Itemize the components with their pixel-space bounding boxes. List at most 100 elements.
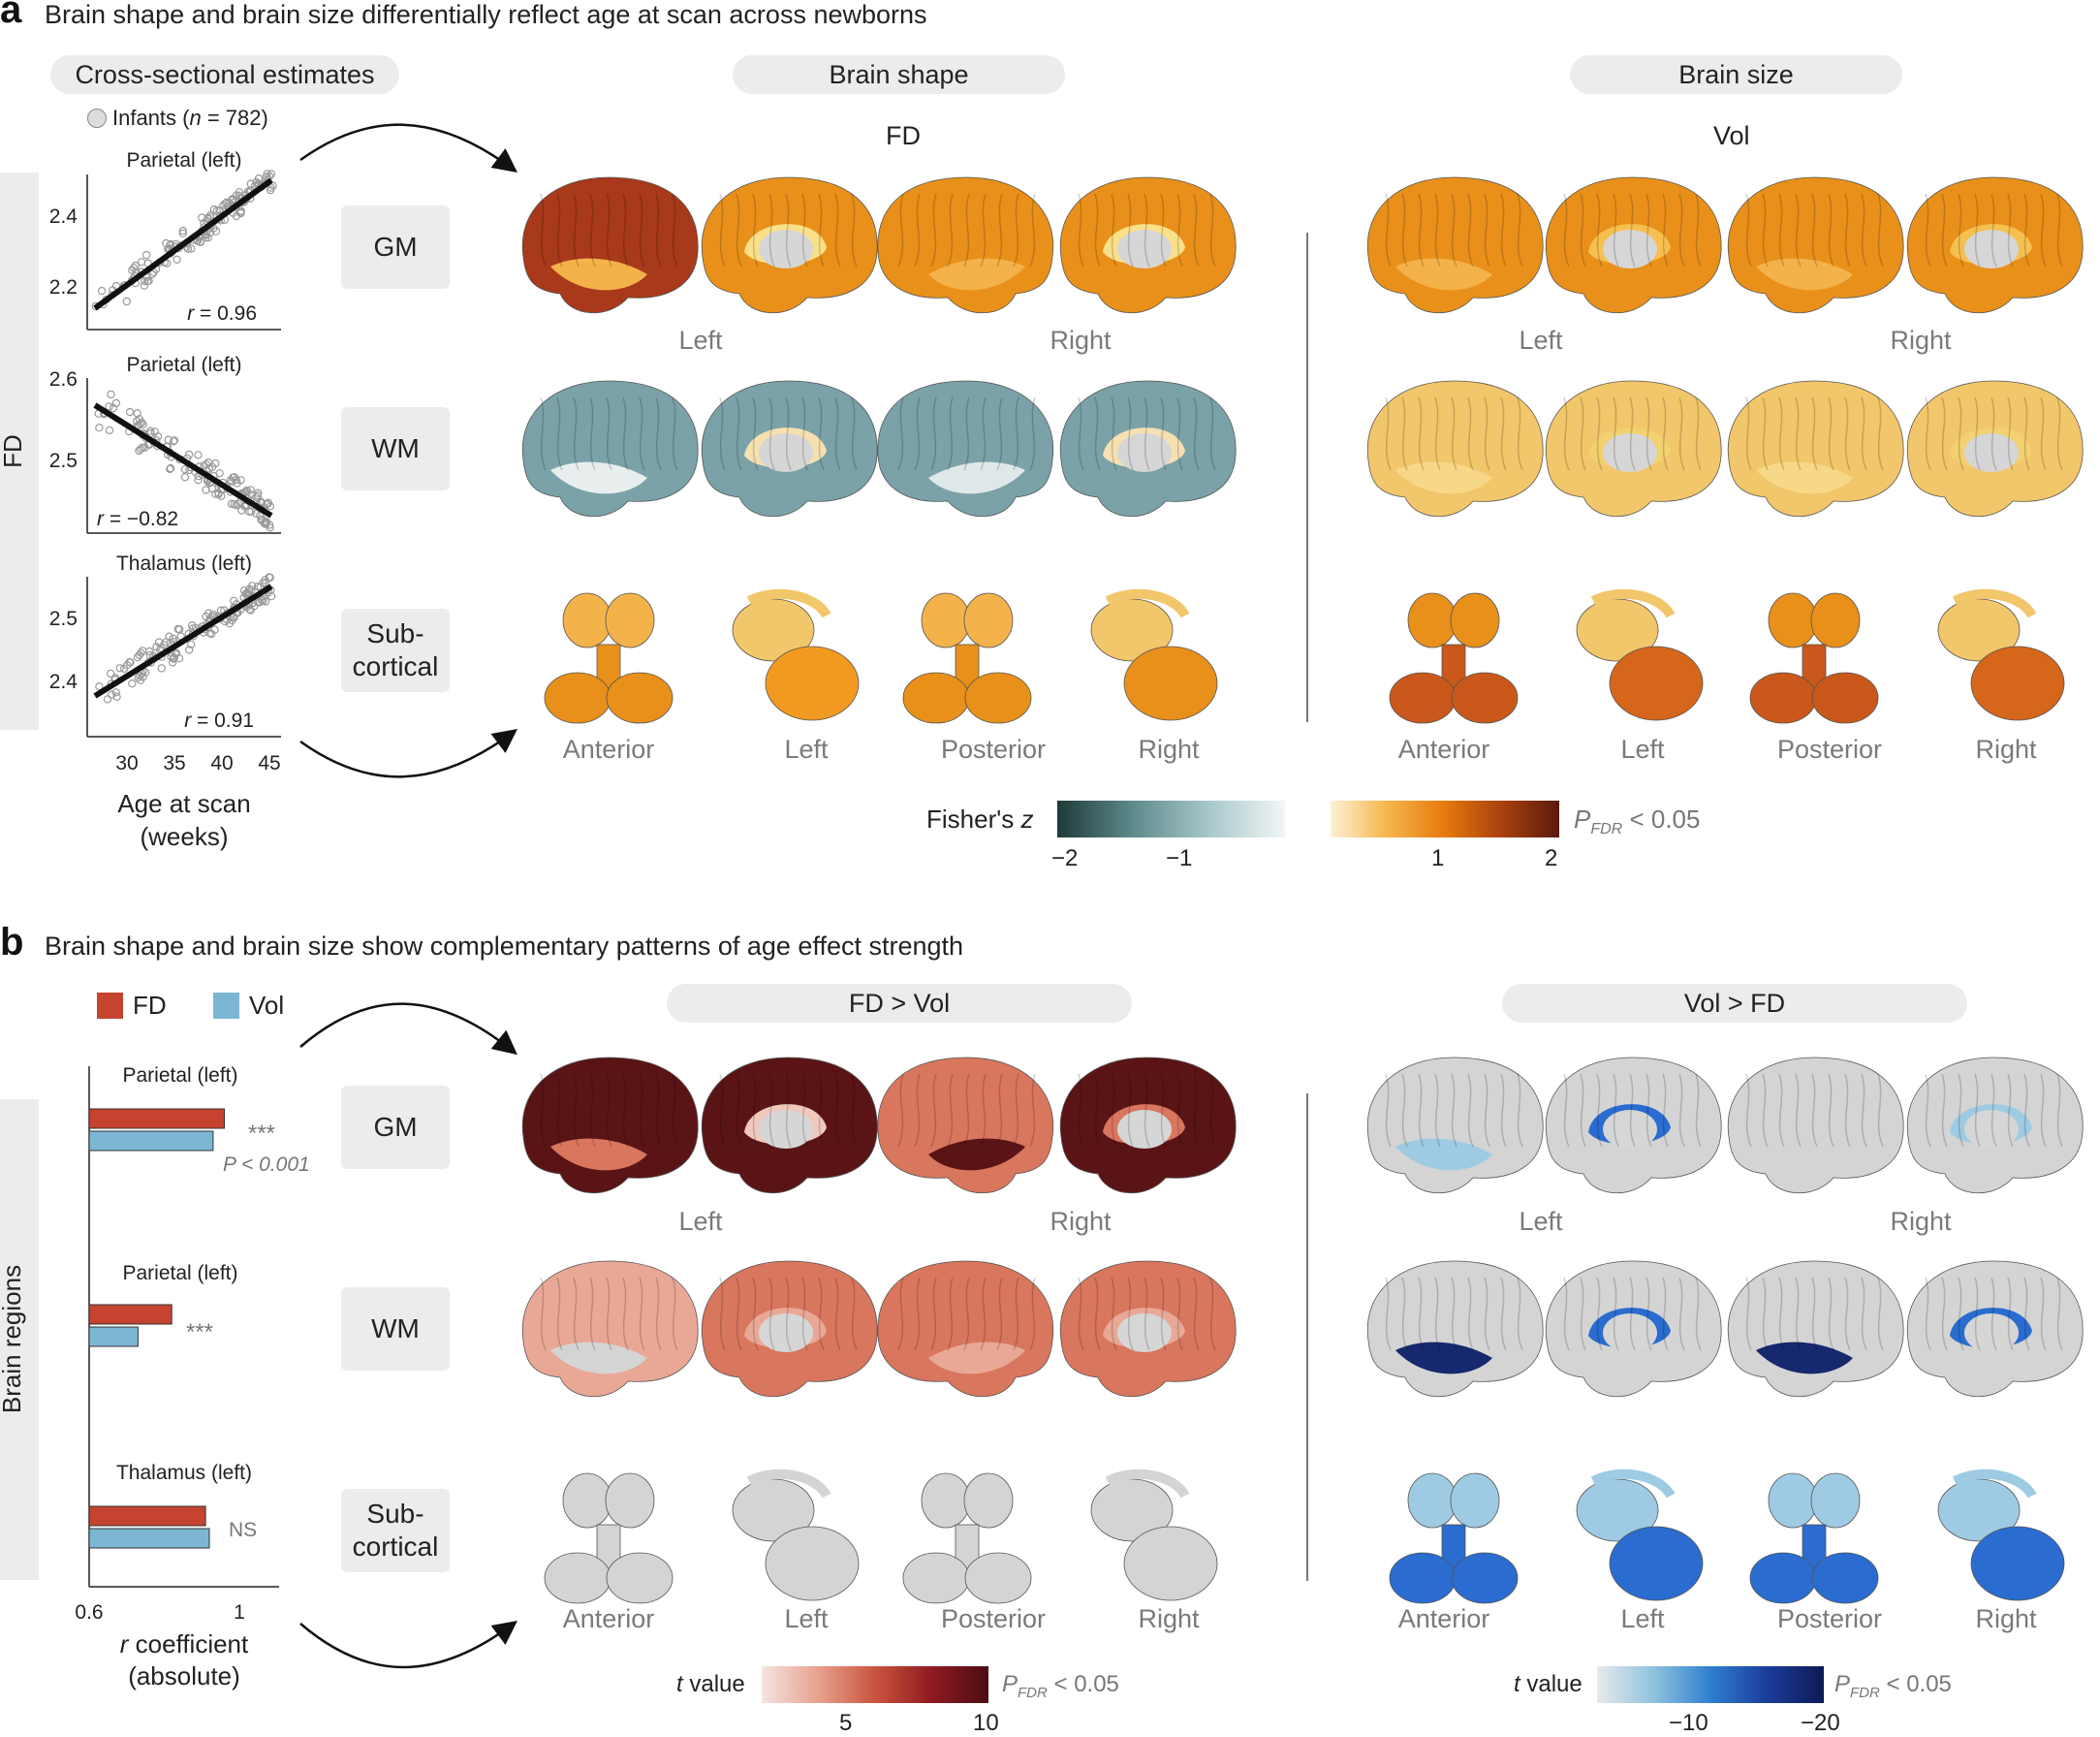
scatter-point [168,658,177,667]
scatter-point [198,213,206,222]
view-posterior-a2: Posterior [1776,735,1883,764]
scatter-point [252,177,261,187]
scatter-point [266,573,274,582]
scatter-point [133,409,141,418]
scatter-point [232,501,240,510]
view-left-b2: Left [1620,1604,1665,1633]
scatter-1-ytick: 2.2 [49,276,78,299]
view-right-b1: Right [1138,1604,1200,1633]
brain-surface-icon [1906,176,2084,314]
row-sub-label-b2: cortical [352,1532,439,1562]
scatter-point [150,427,160,436]
vol-bar [88,1326,139,1347]
brain-surface-icon [877,380,1054,518]
scatter-point [251,492,261,502]
subcortical-icon [1090,1469,1218,1601]
scatter-point [261,576,269,584]
scatter-2-ytick: 2.5 [49,450,78,472]
subcortical-icon [1937,1469,2065,1601]
panel-a-title: Brain shape and brain size differentiall… [45,0,927,29]
scatter-point [141,276,149,286]
scatter-point [253,582,263,591]
scatter-3-fit-line [93,584,273,699]
scatter-point [186,640,196,649]
brain-surface-icon [1366,1057,1544,1194]
scatter-point [166,463,175,473]
vol-bar [88,1528,210,1549]
subcortical-icon [544,1472,674,1604]
brain-surface-icon [521,1057,699,1194]
scatter-point [256,511,265,521]
scatter-point [246,486,255,494]
colorbar-a-tick: 2 [1545,845,1558,871]
scatter-point [210,625,219,634]
scatter-point [131,261,141,270]
scatter-2-r: r = −0.82 [97,508,178,530]
view-right-a2: Right [1975,735,2037,764]
scatter-point [202,486,210,494]
bar-group-title: Parietal (left) [122,1262,237,1284]
scatter-point [147,269,157,279]
brain-surface-icon [1059,176,1237,314]
scatter-point [211,490,220,498]
cross-sectional-label: Cross-sectional estimates [75,59,375,89]
view-posterior-b2: Posterior [1776,1604,1883,1633]
view-left-a1: Left [784,735,829,764]
infant-marker-icon [87,109,107,128]
row-sub-label-2: cortical [352,651,439,681]
t-value-label-red: t value [676,1671,745,1697]
panel-b-title: Brain shape and brain size show compleme… [45,932,964,961]
scatter-point [227,499,236,508]
scatter-point [187,621,197,630]
age-xtick: 30 [115,752,138,774]
scatter-point [138,443,147,453]
scatter-point [216,606,226,615]
scatter-point [228,477,236,486]
p-value-1: P < 0.001 [223,1153,310,1176]
scatter-point [259,596,267,605]
sig-3: NS [229,1519,257,1541]
scatter-point [125,407,135,417]
subcortical-icon [1937,588,2065,721]
brain-surface-icon [1545,1260,1722,1398]
age-axis-label-1: Age at scan [117,789,250,818]
scatter-point [228,616,236,625]
fd-header: FD [886,121,921,150]
scatter-point [111,398,121,408]
brain-shape-pill: Brain shape [733,55,1065,94]
right-label-b-1: Right [1050,1207,1112,1236]
view-anterior-a2: Anterior [1397,735,1490,764]
view-left-a2: Left [1620,735,1665,764]
brain-surface-icon [1906,1057,2084,1194]
brain-surface-icon [1545,380,1722,518]
view-posterior-a1: Posterior [940,735,1047,764]
fd-gt-vol-pill: FD > Vol [667,984,1132,1023]
scatter-point [202,233,210,242]
age-xtick: 40 [210,752,233,774]
scatter-point [257,516,266,524]
row-sub-label-1: Sub- [366,618,424,648]
panel-a-letter: a [0,0,22,31]
scatter-point [139,673,147,681]
r-coef-label-2: (absolute) [128,1661,240,1690]
brain-surface-icon [1545,176,1722,314]
brain-surface-icon [1545,1057,1722,1194]
brain-surface-icon [1059,1260,1237,1398]
brain-surface-icon [1059,380,1237,518]
colorbar-red-tick: 5 [839,1710,853,1736]
row-gm-a: GM [341,205,450,289]
scatter-point [214,490,223,499]
scatter-point [194,451,203,459]
bar-xtick: 0.6 [75,1601,103,1624]
scatter-point [112,692,121,702]
scatter-point [139,420,147,429]
brain-surface-icon [877,1057,1054,1194]
scatter-point [229,473,237,482]
brain-regions-axis-label: Brain regions [0,1264,27,1414]
colorbar-a-tick: −1 [1166,845,1193,871]
row-wm-b: WM [341,1287,450,1371]
subcortical-icon [1749,1472,1879,1604]
scatter-point [106,669,115,679]
scatter-point [128,679,137,688]
legend-vol: Vol [213,991,284,1021]
